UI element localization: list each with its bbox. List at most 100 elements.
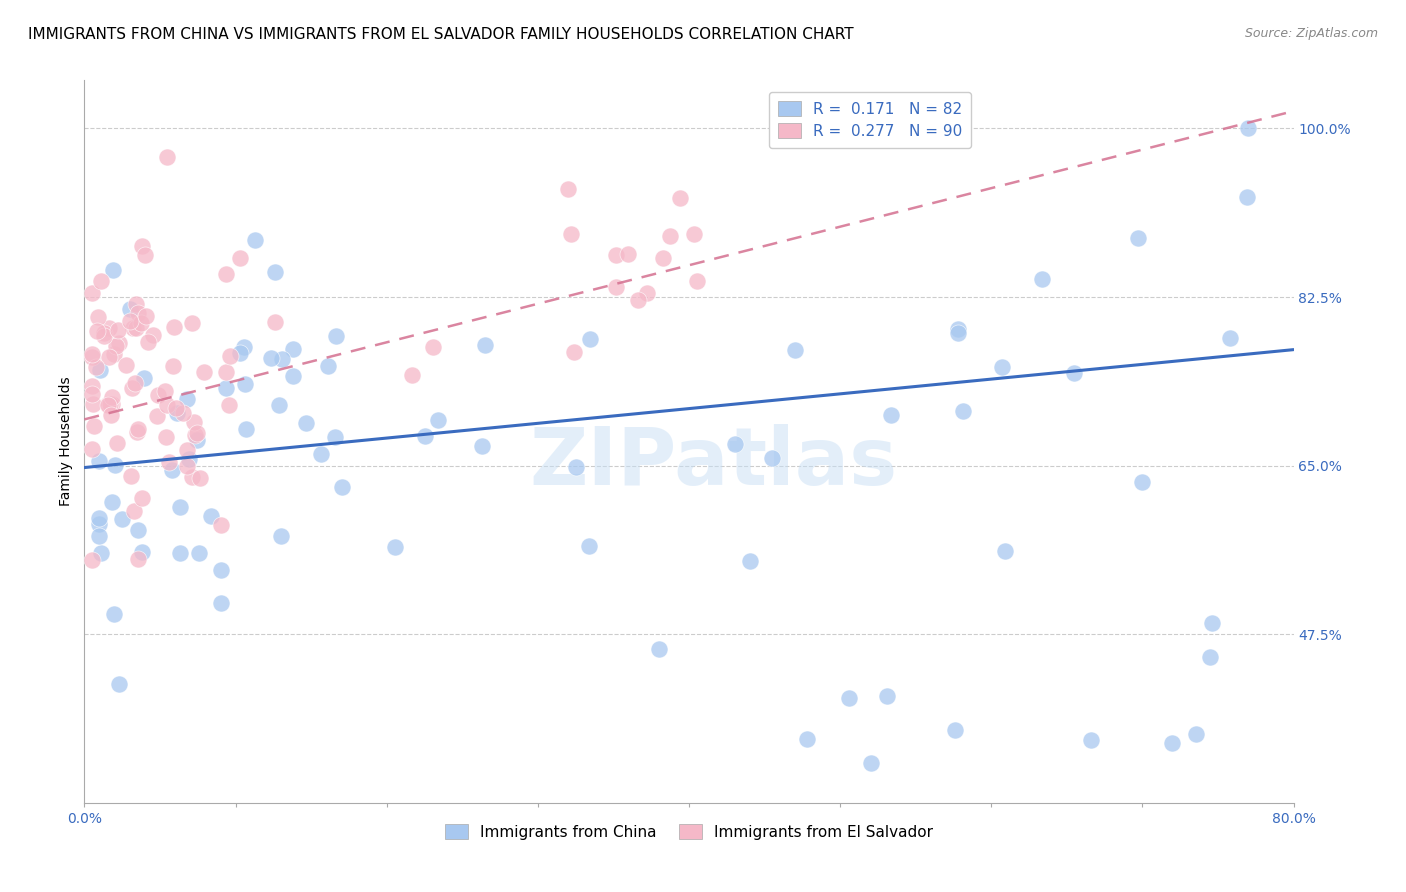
Point — [89, 454, 111, 468]
Point — [108, 335, 131, 350]
Point — [838, 690, 860, 705]
Point — [90, 546, 112, 560]
Point — [172, 406, 194, 420]
Point — [108, 677, 131, 691]
Point — [163, 319, 186, 334]
Point — [233, 340, 256, 354]
Point — [84, 360, 107, 375]
Point — [160, 463, 183, 477]
Point — [181, 470, 204, 484]
Point — [617, 247, 640, 261]
Point — [316, 359, 339, 373]
Point — [422, 341, 444, 355]
Point — [104, 458, 127, 472]
Point — [127, 524, 149, 538]
Point — [80, 379, 103, 393]
Point — [97, 350, 120, 364]
Point — [101, 397, 124, 411]
Point — [991, 360, 1014, 375]
Point — [153, 384, 176, 398]
Point — [120, 469, 142, 483]
Point — [162, 359, 184, 373]
Point — [943, 723, 966, 738]
Point — [103, 607, 125, 621]
Point — [165, 401, 187, 415]
Point — [90, 274, 112, 288]
Point — [127, 422, 149, 436]
Point — [101, 390, 124, 404]
Point — [264, 264, 287, 278]
Point — [89, 517, 111, 532]
Point — [605, 279, 627, 293]
Point — [134, 248, 156, 262]
Point — [209, 563, 232, 577]
Point — [89, 511, 111, 525]
Point — [294, 416, 316, 430]
Point — [565, 460, 588, 475]
Point — [281, 343, 304, 357]
Point — [122, 504, 145, 518]
Point — [136, 334, 159, 349]
Point — [994, 544, 1017, 558]
Point — [131, 239, 153, 253]
Point — [952, 403, 974, 417]
Y-axis label: Family Households: Family Households — [59, 376, 73, 507]
Point — [169, 500, 191, 515]
Point — [474, 338, 496, 352]
Point — [124, 297, 146, 311]
Point — [157, 455, 180, 469]
Point — [127, 425, 149, 440]
Point — [80, 552, 103, 566]
Point — [176, 458, 198, 473]
Point — [1080, 733, 1102, 747]
Point — [309, 447, 332, 461]
Point — [267, 398, 290, 412]
Point — [98, 397, 121, 411]
Point — [948, 321, 970, 335]
Point — [215, 380, 238, 394]
Point — [1201, 616, 1223, 631]
Point — [186, 426, 208, 441]
Point — [80, 350, 103, 364]
Point — [184, 428, 207, 442]
Point — [93, 326, 115, 340]
Point — [384, 541, 406, 555]
Point — [1160, 736, 1182, 750]
Point — [685, 274, 707, 288]
Point — [323, 430, 346, 444]
Point — [243, 233, 266, 247]
Point — [669, 191, 692, 205]
Point — [80, 387, 103, 401]
Point — [100, 408, 122, 422]
Point — [560, 227, 582, 242]
Point — [215, 268, 238, 282]
Point — [183, 415, 205, 429]
Point — [80, 286, 103, 301]
Point — [187, 546, 209, 560]
Point — [103, 347, 125, 361]
Point — [122, 320, 145, 334]
Point — [188, 471, 211, 485]
Text: IMMIGRANTS FROM CHINA VS IMMIGRANTS FROM EL SALVADOR FAMILY HOUSEHOLDS CORRELATI: IMMIGRANTS FROM CHINA VS IMMIGRANTS FROM… — [28, 27, 853, 42]
Point — [648, 642, 671, 657]
Point — [413, 429, 436, 443]
Point — [87, 310, 110, 324]
Point — [1185, 727, 1208, 741]
Point — [738, 554, 761, 568]
Point — [118, 301, 141, 316]
Point — [180, 316, 202, 330]
Point — [83, 418, 105, 433]
Point — [97, 397, 120, 411]
Point — [120, 314, 142, 328]
Point — [860, 756, 883, 770]
Point — [89, 362, 111, 376]
Point — [148, 388, 170, 402]
Point — [124, 376, 146, 391]
Point — [578, 332, 600, 346]
Point — [200, 509, 222, 524]
Point — [125, 320, 148, 334]
Point — [156, 150, 179, 164]
Point — [176, 392, 198, 407]
Point — [658, 228, 681, 243]
Point — [97, 321, 120, 335]
